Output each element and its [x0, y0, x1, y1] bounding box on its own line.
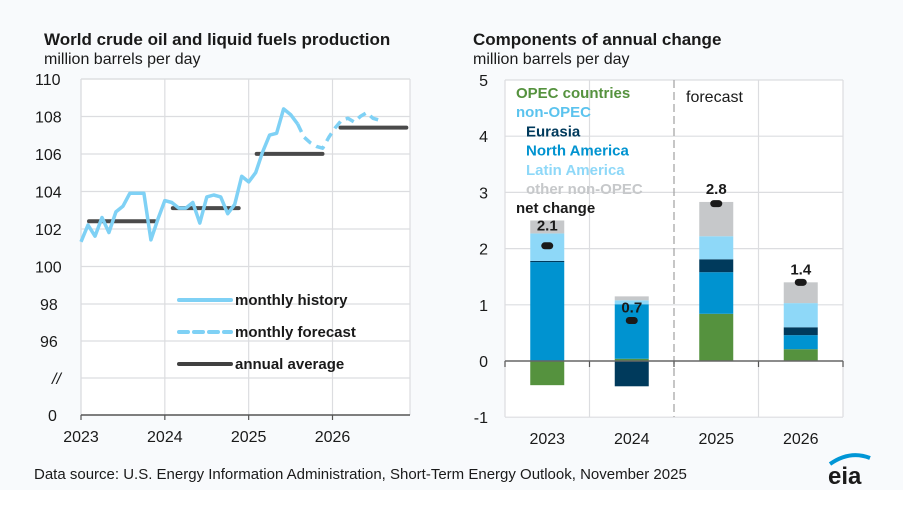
y-tick-label: 2 [479, 242, 488, 259]
legend-label-opec: OPEC countries [516, 85, 630, 102]
net-change-marker-2026 [794, 278, 807, 286]
plot-area [81, 79, 410, 415]
y-tick-label: 106 [35, 147, 62, 164]
bar-opec-2023 [530, 361, 565, 386]
y-tick-label: 108 [35, 110, 62, 127]
bar-north_america-2024 [614, 304, 649, 359]
forecast-label: forecast [686, 89, 743, 106]
y-tick-label: 104 [35, 185, 62, 202]
legend-label-net_change: net change [516, 200, 595, 217]
y-tick-label: 0 [48, 408, 57, 425]
net-change-marker-2025 [710, 200, 723, 208]
x-tick-label: 2023 [529, 431, 565, 448]
bar-eurasia-2025 [699, 259, 734, 273]
net-change-label-2024: 0.7 [621, 300, 642, 317]
x-tick-label: 2024 [147, 429, 183, 446]
y-tick-label: 5 [479, 73, 488, 90]
y-tick-label: 110 [35, 72, 61, 89]
bar-eurasia-2026 [783, 327, 818, 336]
y-tick-label: 98 [40, 297, 58, 314]
y-tick-label: -1 [474, 410, 488, 427]
x-tick-label: 2026 [315, 429, 351, 446]
y-tick-label: 0 [479, 354, 488, 371]
bar-latin_america-2024 [614, 300, 649, 305]
bar-opec-2024 [614, 358, 649, 361]
y-tick-label: 102 [35, 222, 62, 239]
bar-latin_america-2026 [783, 303, 818, 328]
y-tick-label: 100 [35, 260, 62, 277]
x-tick-label: 2024 [614, 431, 650, 448]
x-tick-label: 2025 [231, 429, 267, 446]
net-change-marker-2023 [541, 242, 554, 250]
right-chart-subtitle: million barrels per day [473, 51, 630, 68]
net-change-label-2023: 2.1 [537, 218, 558, 235]
x-tick-label: 2026 [783, 431, 819, 448]
y-tick-label: 96 [40, 334, 58, 351]
logo-arc-icon [828, 453, 871, 466]
bar-eurasia-2023 [530, 260, 565, 263]
right-chart-title: Components of annual change [473, 30, 722, 49]
bar-opec-2026 [783, 349, 818, 361]
bar-north_america-2025 [699, 272, 734, 314]
legend-label-north_america: North America [526, 143, 629, 160]
legend-label-other_non_opec: other non-OPEC [526, 181, 643, 198]
x-tick-label: 2023 [63, 429, 99, 446]
bar-other_non_opec-2026 [783, 282, 818, 304]
logo-text: eia [828, 463, 862, 490]
y-tick-label: 4 [479, 129, 488, 146]
bar-latin_america-2025 [699, 236, 734, 260]
left-chart-subtitle: million barrels per day [44, 51, 201, 68]
legend-label: annual average [235, 356, 344, 373]
x-tick-label: 2025 [698, 431, 734, 448]
bar-north_america-2026 [783, 335, 818, 350]
y-tick-label: 3 [479, 185, 488, 202]
legend-label: monthly forecast [235, 324, 356, 341]
eia-logo: eia [826, 450, 876, 495]
legend-label-latin_america: Latin America [526, 162, 625, 179]
monthly-forecast-line [296, 110, 380, 150]
monthly-history-line [79, 107, 299, 243]
bar-other_non_opec-2023 [530, 220, 565, 234]
y-tick-label: 1 [479, 298, 488, 315]
data-source-note: Data source: U.S. Energy Information Adm… [34, 466, 687, 483]
y-tick-label: // [51, 371, 62, 388]
bar-north_america-2023 [530, 262, 565, 361]
bar-other_non_opec-2025 [699, 201, 734, 237]
bar-other_non_opec-2024 [614, 296, 649, 301]
legend-label-eurasia: Eurasia [526, 123, 581, 140]
bar-opec-2025 [699, 313, 734, 361]
net-change-marker-2024 [625, 317, 638, 325]
net-change-label-2026: 1.4 [790, 261, 812, 278]
left-chart-title: World crude oil and liquid fuels product… [44, 30, 391, 49]
bar-eurasia-2024 [614, 361, 649, 387]
legend-label: monthly history [235, 292, 348, 309]
legend-label-non_opec_label: non-OPEC [516, 104, 591, 121]
eia-logo-mark: eia [828, 453, 871, 490]
net-change-label-2025: 2.8 [706, 181, 727, 198]
